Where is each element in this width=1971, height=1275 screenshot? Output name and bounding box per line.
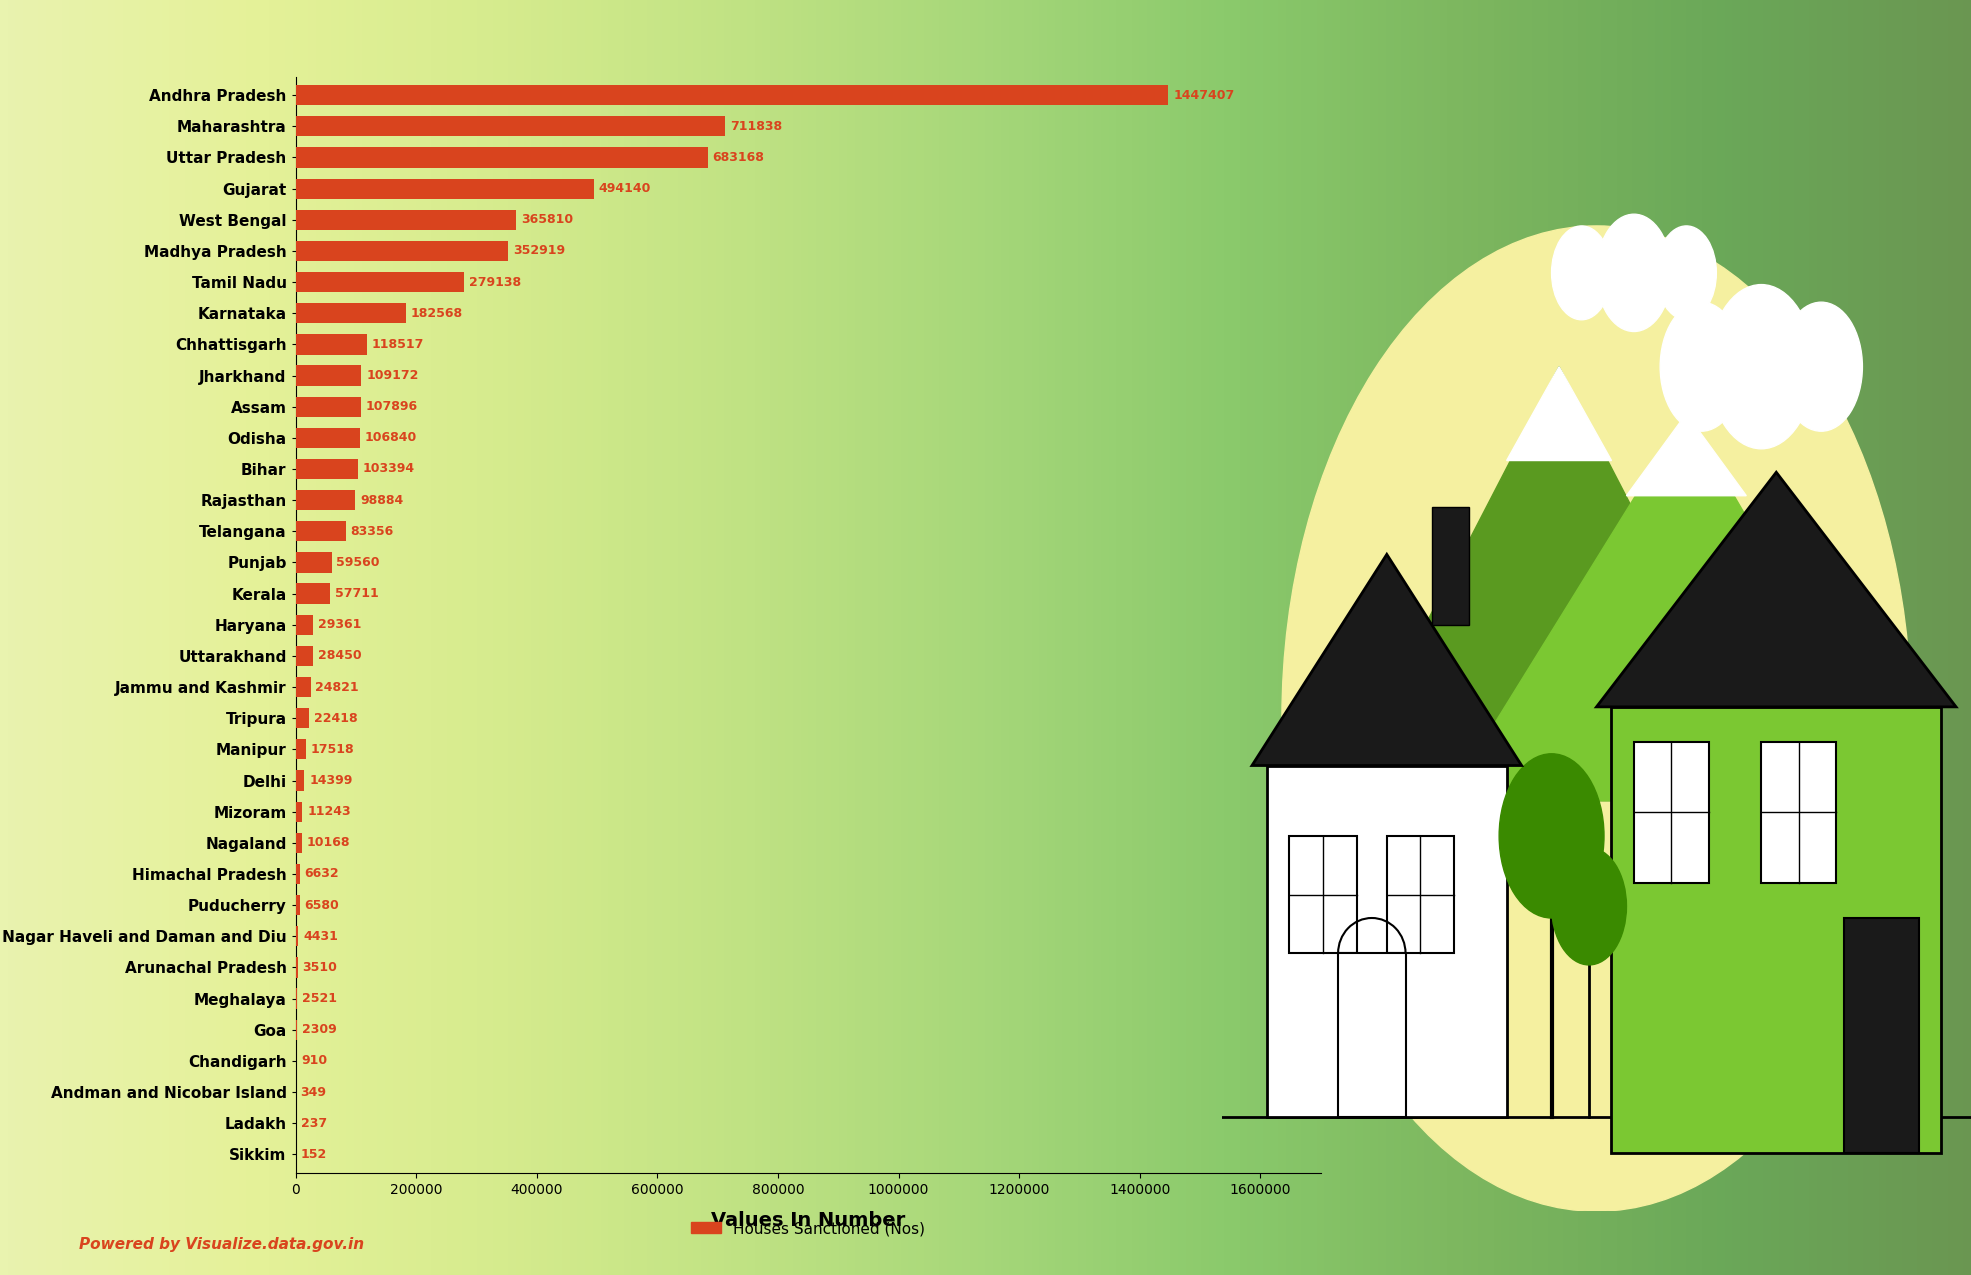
FancyBboxPatch shape — [1338, 954, 1405, 1117]
Bar — [296, 552, 331, 572]
Bar — [296, 459, 359, 479]
Circle shape — [1281, 226, 1912, 1211]
Bar — [296, 209, 516, 230]
Polygon shape — [1506, 367, 1612, 460]
X-axis label: Values In Number: Values In Number — [712, 1210, 905, 1229]
Text: 6580: 6580 — [304, 899, 339, 912]
Text: 349: 349 — [302, 1085, 327, 1099]
FancyBboxPatch shape — [1289, 836, 1356, 954]
FancyBboxPatch shape — [1612, 706, 1941, 1153]
Bar — [296, 740, 306, 760]
Text: 118517: 118517 — [373, 338, 424, 351]
Text: Powered by Visualize.data.gov.in: Powered by Visualize.data.gov.in — [79, 1238, 365, 1252]
Text: 494140: 494140 — [599, 182, 650, 195]
Text: 365810: 365810 — [520, 213, 574, 226]
Bar — [296, 272, 463, 292]
Bar — [296, 770, 304, 790]
Polygon shape — [1597, 472, 1955, 706]
Bar — [296, 85, 1169, 106]
Circle shape — [1551, 226, 1612, 320]
FancyBboxPatch shape — [1267, 765, 1506, 1117]
Text: 1447407: 1447407 — [1173, 89, 1234, 102]
Bar — [296, 241, 509, 261]
Bar — [296, 958, 298, 978]
Text: 29361: 29361 — [317, 618, 361, 631]
Text: 22418: 22418 — [313, 711, 357, 724]
FancyBboxPatch shape — [1843, 918, 1918, 1153]
Text: 2309: 2309 — [302, 1024, 337, 1037]
Text: 683168: 683168 — [712, 150, 765, 164]
Circle shape — [1656, 226, 1717, 320]
Text: 6632: 6632 — [304, 867, 339, 881]
Text: 910: 910 — [302, 1054, 327, 1067]
Bar — [296, 864, 300, 884]
Bar — [296, 926, 298, 946]
Text: 59560: 59560 — [337, 556, 380, 569]
Bar — [296, 490, 355, 510]
Circle shape — [1660, 302, 1742, 431]
Text: 109172: 109172 — [367, 368, 418, 382]
Text: 237: 237 — [302, 1117, 327, 1130]
Text: 106840: 106840 — [365, 431, 418, 445]
Bar — [296, 303, 406, 324]
Polygon shape — [1447, 413, 1912, 801]
Text: 107896: 107896 — [365, 400, 418, 413]
Text: 14399: 14399 — [309, 774, 353, 787]
Polygon shape — [1334, 367, 1784, 801]
Polygon shape — [1626, 413, 1746, 496]
Bar — [296, 615, 313, 635]
Polygon shape — [1252, 555, 1522, 765]
Text: 3510: 3510 — [304, 961, 337, 974]
Bar — [296, 895, 300, 915]
Text: 83356: 83356 — [351, 525, 394, 538]
Bar — [296, 116, 725, 136]
Text: 279138: 279138 — [469, 275, 520, 288]
Bar — [296, 708, 309, 728]
Circle shape — [1500, 754, 1604, 918]
Legend: Houses Sanctioned (Nos): Houses Sanctioned (Nos) — [684, 1215, 932, 1242]
Text: 711838: 711838 — [729, 120, 782, 133]
Bar — [296, 148, 708, 167]
Circle shape — [1780, 302, 1863, 431]
Circle shape — [1597, 214, 1671, 332]
FancyBboxPatch shape — [1634, 742, 1709, 882]
Bar — [296, 584, 331, 604]
Bar — [296, 334, 367, 354]
Text: 17518: 17518 — [311, 743, 355, 756]
Circle shape — [1551, 848, 1626, 965]
Bar — [296, 802, 302, 822]
Text: 28450: 28450 — [317, 649, 361, 663]
Text: 10168: 10168 — [307, 836, 351, 849]
Text: 24821: 24821 — [315, 681, 359, 694]
Circle shape — [1709, 284, 1813, 449]
FancyBboxPatch shape — [1388, 836, 1455, 954]
Bar — [296, 179, 593, 199]
Bar — [296, 677, 311, 697]
Text: 182568: 182568 — [410, 307, 463, 320]
Bar — [296, 521, 345, 542]
Text: 352919: 352919 — [512, 245, 566, 258]
Bar — [296, 366, 361, 385]
Bar — [296, 833, 302, 853]
FancyBboxPatch shape — [1762, 742, 1837, 882]
Text: 2521: 2521 — [302, 992, 337, 1005]
Text: 103394: 103394 — [363, 463, 416, 476]
Text: 4431: 4431 — [304, 929, 337, 942]
Bar — [296, 397, 361, 417]
Text: 152: 152 — [300, 1148, 327, 1160]
Bar — [296, 645, 313, 666]
Bar — [296, 427, 361, 448]
Text: 98884: 98884 — [361, 493, 404, 506]
Text: 11243: 11243 — [307, 805, 351, 819]
Text: 57711: 57711 — [335, 586, 378, 601]
FancyBboxPatch shape — [1431, 507, 1468, 625]
